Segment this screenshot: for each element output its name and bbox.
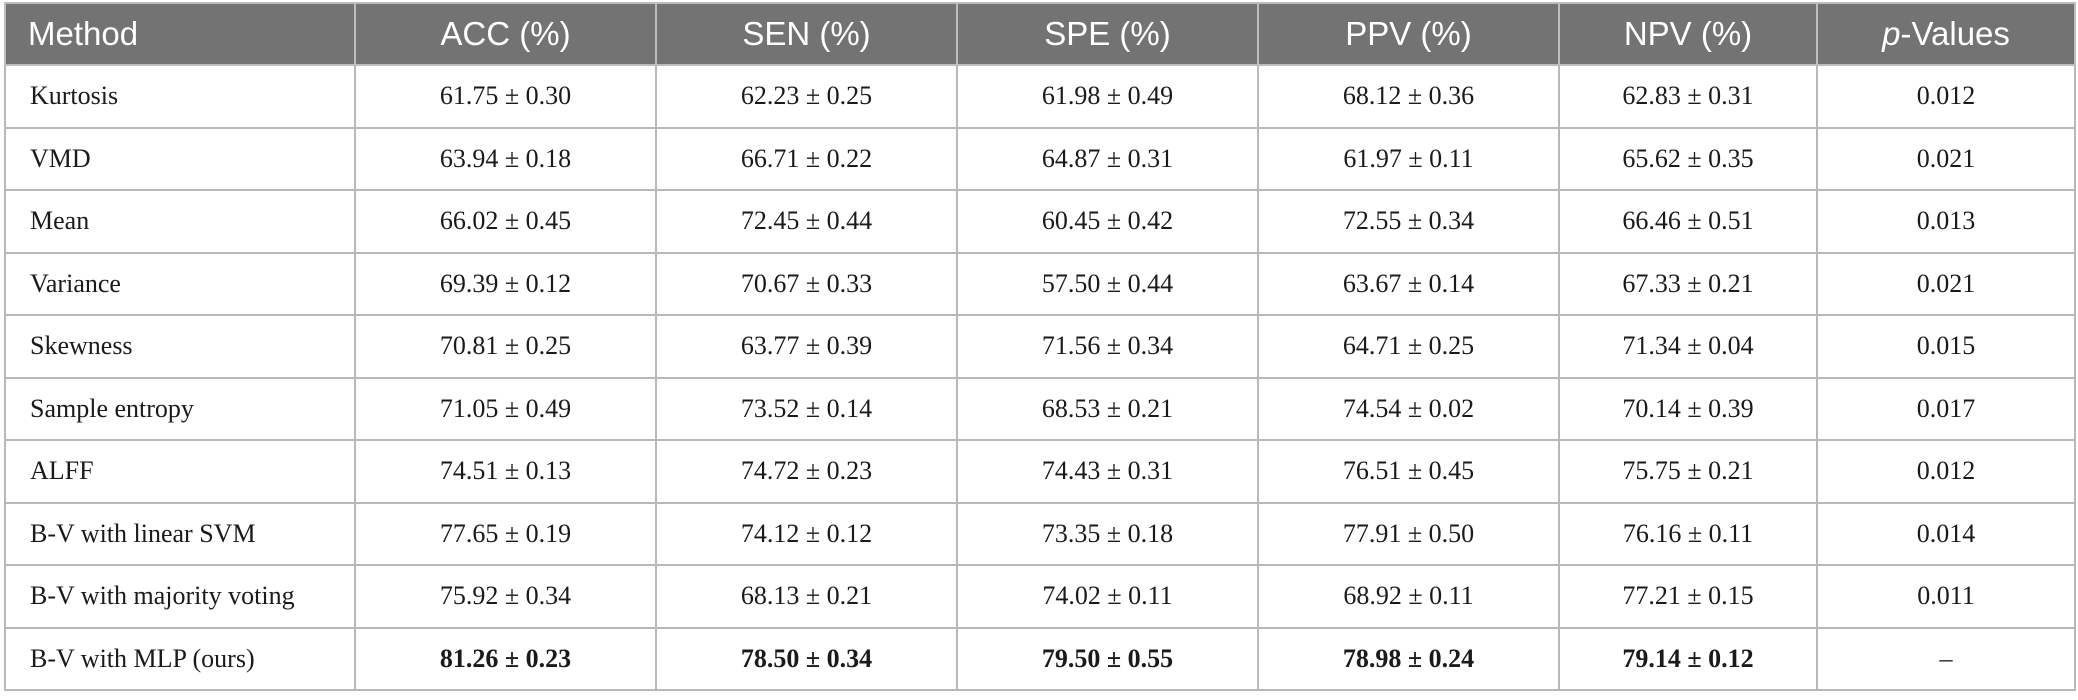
cell-method: Skewness — [4, 314, 356, 379]
cell-acc: 81.26 ± 0.23 — [354, 626, 657, 691]
table-row: Kurtosis 61.75 ± 0.30 62.23 ± 0.25 61.98… — [4, 64, 2076, 129]
cell-npv: 70.14 ± 0.39 — [1558, 376, 1818, 441]
cell-sen: 70.67 ± 0.33 — [655, 251, 958, 316]
cell-sen: 68.13 ± 0.21 — [655, 564, 958, 629]
header-p-suffix: -Values — [1900, 15, 2010, 52]
header-ppv: PPV (%) — [1257, 2, 1560, 66]
cell-spe: 71.56 ± 0.34 — [956, 314, 1259, 379]
cell-npv: 75.75 ± 0.21 — [1558, 439, 1818, 504]
cell-p: – — [1816, 626, 2076, 691]
cell-acc: 71.05 ± 0.49 — [354, 376, 657, 441]
cell-spe: 74.02 ± 0.11 — [956, 564, 1259, 629]
results-table: Method ACC (%) SEN (%) SPE (%) PPV (%) N… — [4, 2, 2076, 691]
cell-sen: 72.45 ± 0.44 — [655, 189, 958, 254]
header-row: Method ACC (%) SEN (%) SPE (%) PPV (%) N… — [4, 2, 2076, 66]
cell-ppv: 74.54 ± 0.02 — [1257, 376, 1560, 441]
cell-sen: 62.23 ± 0.25 — [655, 64, 958, 129]
table-row: VMD 63.94 ± 0.18 66.71 ± 0.22 64.87 ± 0.… — [4, 126, 2076, 191]
header-method: Method — [4, 2, 356, 66]
cell-spe: 73.35 ± 0.18 — [956, 501, 1259, 566]
table-row: Mean 66.02 ± 0.45 72.45 ± 0.44 60.45 ± 0… — [4, 189, 2076, 254]
cell-method: Variance — [4, 251, 356, 316]
cell-ppv: 68.12 ± 0.36 — [1257, 64, 1560, 129]
cell-ppv: 77.91 ± 0.50 — [1257, 501, 1560, 566]
cell-npv: 79.14 ± 0.12 — [1558, 626, 1818, 691]
cell-method: B-V with majority voting — [4, 564, 356, 629]
header-spe: SPE (%) — [956, 2, 1259, 66]
table-row: ALFF 74.51 ± 0.13 74.72 ± 0.23 74.43 ± 0… — [4, 439, 2076, 504]
table-row-ours: B-V with MLP (ours) 81.26 ± 0.23 78.50 ±… — [4, 626, 2076, 691]
table-row: B-V with linear SVM 77.65 ± 0.19 74.12 ±… — [4, 501, 2076, 566]
cell-ppv: 61.97 ± 0.11 — [1257, 126, 1560, 191]
cell-method: Mean — [4, 189, 356, 254]
table-body: Kurtosis 61.75 ± 0.30 62.23 ± 0.25 61.98… — [4, 64, 2076, 691]
header-acc: ACC (%) — [354, 2, 657, 66]
cell-p: 0.021 — [1816, 251, 2076, 316]
cell-p: 0.021 — [1816, 126, 2076, 191]
cell-acc: 77.65 ± 0.19 — [354, 501, 657, 566]
cell-spe: 68.53 ± 0.21 — [956, 376, 1259, 441]
cell-method: Kurtosis — [4, 64, 356, 129]
cell-ppv: 68.92 ± 0.11 — [1257, 564, 1560, 629]
table-header: Method ACC (%) SEN (%) SPE (%) PPV (%) N… — [4, 2, 2076, 66]
cell-p: 0.012 — [1816, 64, 2076, 129]
cell-spe: 61.98 ± 0.49 — [956, 64, 1259, 129]
cell-sen: 78.50 ± 0.34 — [655, 626, 958, 691]
table-row: Variance 69.39 ± 0.12 70.67 ± 0.33 57.50… — [4, 251, 2076, 316]
cell-p: 0.015 — [1816, 314, 2076, 379]
cell-acc: 75.92 ± 0.34 — [354, 564, 657, 629]
cell-npv: 62.83 ± 0.31 — [1558, 64, 1818, 129]
cell-acc: 61.75 ± 0.30 — [354, 64, 657, 129]
cell-sen: 74.72 ± 0.23 — [655, 439, 958, 504]
cell-acc: 66.02 ± 0.45 — [354, 189, 657, 254]
cell-method: Sample entropy — [4, 376, 356, 441]
cell-sen: 74.12 ± 0.12 — [655, 501, 958, 566]
cell-npv: 71.34 ± 0.04 — [1558, 314, 1818, 379]
cell-acc: 69.39 ± 0.12 — [354, 251, 657, 316]
header-sen: SEN (%) — [655, 2, 958, 66]
cell-sen: 73.52 ± 0.14 — [655, 376, 958, 441]
cell-method: VMD — [4, 126, 356, 191]
cell-p: 0.012 — [1816, 439, 2076, 504]
cell-method: B-V with MLP (ours) — [4, 626, 356, 691]
cell-ppv: 63.67 ± 0.14 — [1257, 251, 1560, 316]
table-row: Skewness 70.81 ± 0.25 63.77 ± 0.39 71.56… — [4, 314, 2076, 379]
cell-spe: 79.50 ± 0.55 — [956, 626, 1259, 691]
cell-p: 0.011 — [1816, 564, 2076, 629]
header-p-symbol: p — [1882, 15, 1901, 52]
cell-ppv: 76.51 ± 0.45 — [1257, 439, 1560, 504]
cell-method: B-V with linear SVM — [4, 501, 356, 566]
cell-sen: 63.77 ± 0.39 — [655, 314, 958, 379]
table-row: B-V with majority voting 75.92 ± 0.34 68… — [4, 564, 2076, 629]
cell-spe: 60.45 ± 0.42 — [956, 189, 1259, 254]
cell-npv: 67.33 ± 0.21 — [1558, 251, 1818, 316]
header-p-values: p-Values — [1816, 2, 2076, 66]
cell-ppv: 64.71 ± 0.25 — [1257, 314, 1560, 379]
cell-p: 0.013 — [1816, 189, 2076, 254]
cell-npv: 77.21 ± 0.15 — [1558, 564, 1818, 629]
cell-acc: 74.51 ± 0.13 — [354, 439, 657, 504]
cell-acc: 70.81 ± 0.25 — [354, 314, 657, 379]
cell-npv: 66.46 ± 0.51 — [1558, 189, 1818, 254]
cell-acc: 63.94 ± 0.18 — [354, 126, 657, 191]
cell-ppv: 72.55 ± 0.34 — [1257, 189, 1560, 254]
cell-p: 0.017 — [1816, 376, 2076, 441]
header-npv: NPV (%) — [1558, 2, 1818, 66]
cell-sen: 66.71 ± 0.22 — [655, 126, 958, 191]
cell-npv: 76.16 ± 0.11 — [1558, 501, 1818, 566]
cell-npv: 65.62 ± 0.35 — [1558, 126, 1818, 191]
cell-spe: 64.87 ± 0.31 — [956, 126, 1259, 191]
cell-p: 0.014 — [1816, 501, 2076, 566]
cell-ppv: 78.98 ± 0.24 — [1257, 626, 1560, 691]
cell-method: ALFF — [4, 439, 356, 504]
table-row: Sample entropy 71.05 ± 0.49 73.52 ± 0.14… — [4, 376, 2076, 441]
cell-spe: 74.43 ± 0.31 — [956, 439, 1259, 504]
cell-spe: 57.50 ± 0.44 — [956, 251, 1259, 316]
